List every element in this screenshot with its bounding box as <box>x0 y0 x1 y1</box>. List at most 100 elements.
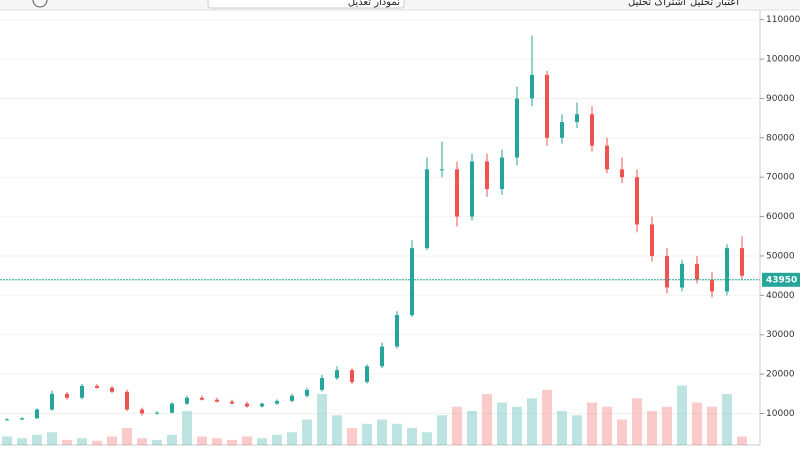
volume-bar <box>452 406 462 445</box>
candle-body <box>185 397 189 404</box>
candle-body <box>455 169 459 217</box>
volume-bar <box>47 432 57 445</box>
y-tick-label: 60000 <box>766 212 795 222</box>
y-tick-label: 30000 <box>766 330 795 340</box>
volume-bar <box>287 432 297 445</box>
candle-body <box>230 401 234 404</box>
y-tick-label: 110000 <box>766 15 800 25</box>
volume-bar <box>122 428 132 445</box>
candle-body <box>530 74 534 99</box>
candle-body <box>20 418 24 420</box>
toolbar-item[interactable]: نمودار تعدیل <box>348 0 400 8</box>
volume-bar <box>497 402 507 445</box>
volume-bar <box>572 415 582 445</box>
volume-bar <box>377 419 387 445</box>
volume-bar <box>182 411 192 445</box>
candle-body <box>590 114 594 146</box>
candle-body <box>65 393 69 398</box>
toolbar-item[interactable]: اشتراک تحلیل <box>628 0 686 8</box>
volume-bar <box>392 423 402 445</box>
candle-body <box>470 161 474 217</box>
dropdown[interactable] <box>207 0 405 9</box>
candle-body <box>275 400 279 404</box>
candle-body <box>485 161 489 190</box>
candle-body <box>665 255 669 288</box>
candle-body <box>395 315 399 347</box>
volume-bar <box>212 438 222 445</box>
volume-bar <box>722 394 732 445</box>
candle-body <box>740 248 744 276</box>
volume-bar <box>197 436 207 445</box>
candle-body <box>140 409 144 414</box>
candle-body <box>335 370 339 379</box>
volume-bar <box>17 438 27 445</box>
candle-body <box>425 169 429 249</box>
volume-bar <box>167 434 177 445</box>
toolbar-icon[interactable] <box>32 0 48 8</box>
y-tick-label: 70000 <box>766 173 795 183</box>
candle-body <box>350 370 354 382</box>
candle-body <box>200 397 204 400</box>
volume-bar <box>647 411 657 445</box>
volume-bar <box>467 411 477 445</box>
candle-body <box>515 98 519 158</box>
volume-bar <box>302 419 312 445</box>
candle-body <box>725 248 729 292</box>
volume-bar <box>77 438 87 445</box>
candle-body <box>95 385 99 388</box>
volume-bar <box>152 439 162 445</box>
volume-bar <box>692 402 702 445</box>
candle-body <box>35 409 39 419</box>
candle-body <box>260 403 264 407</box>
candle-body <box>575 114 579 123</box>
volume-bar <box>2 436 12 445</box>
volume-bar <box>107 436 117 445</box>
volume-bar <box>707 406 717 445</box>
volume-bar <box>347 428 357 445</box>
volume-bar <box>602 406 612 445</box>
volume-bar <box>317 394 327 445</box>
volume-bar <box>482 394 492 445</box>
candle-body <box>170 403 174 413</box>
volume-bar <box>137 438 147 445</box>
volume-bar <box>227 439 237 445</box>
volume-bar <box>662 406 672 445</box>
y-tick-label: 90000 <box>766 94 795 104</box>
candle-body <box>650 224 654 256</box>
volume-bar <box>527 398 537 445</box>
candle-body <box>50 393 54 410</box>
y-tick-label: 20000 <box>766 370 795 380</box>
volume-bar <box>422 432 432 445</box>
volume-bar <box>362 423 372 445</box>
volume-bar <box>407 428 417 445</box>
volume-bar <box>677 385 687 445</box>
toolbar-item[interactable]: اعتبار تحلیل <box>690 0 739 8</box>
volume-bar <box>32 434 42 445</box>
candle-body <box>125 391 129 410</box>
candle-body <box>605 145 609 170</box>
candle-body <box>5 419 9 421</box>
y-tick-label: 100000 <box>766 55 800 65</box>
candle-body <box>545 74 549 138</box>
candle-body <box>440 169 444 171</box>
candle-body <box>365 366 369 382</box>
candle-body <box>80 385 84 398</box>
candle-body <box>380 346 384 367</box>
volume-bar <box>437 415 447 445</box>
volume-bar <box>737 436 747 445</box>
candle-body <box>500 157 504 190</box>
candle-body <box>215 399 219 402</box>
candle-body <box>305 389 309 396</box>
volume-bar <box>557 411 567 445</box>
volume-bar <box>542 389 552 445</box>
last-price-label: 43950 <box>766 275 797 285</box>
volume-bar <box>272 434 282 445</box>
candle-body <box>155 412 159 414</box>
candle-body <box>410 248 414 316</box>
volume-bar <box>617 419 627 445</box>
volume-bar <box>587 402 597 445</box>
volume-bar <box>92 440 102 445</box>
candle-body <box>245 403 249 407</box>
candle-body <box>635 177 639 225</box>
